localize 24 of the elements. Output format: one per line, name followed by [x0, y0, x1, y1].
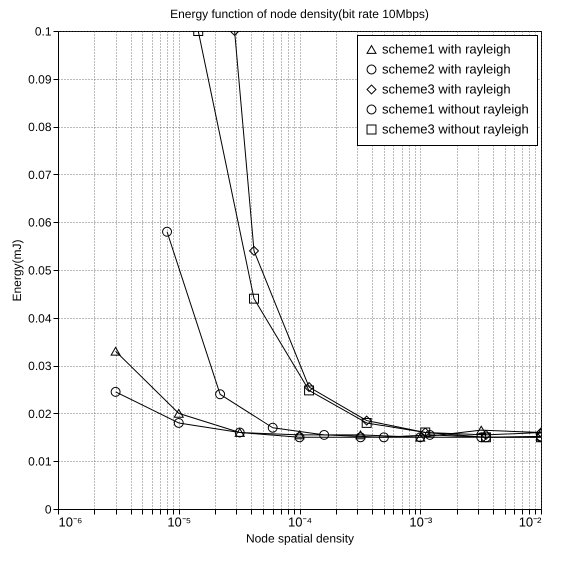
legend-label: scheme1 with rayleigh	[382, 42, 511, 56]
x-tick-label: 10⁻⁴	[288, 514, 312, 530]
y-tick-label: 0	[44, 502, 52, 516]
legend-label: scheme1 without rayleigh	[382, 102, 529, 116]
y-axis-title: Energy(mJ)	[10, 239, 24, 302]
y-tick-label: 0.01	[28, 454, 52, 469]
y-tick-label: 0.07	[28, 168, 52, 182]
x-tick-label: 10⁻⁶	[58, 514, 82, 530]
legend-label: scheme3 without rayleigh	[382, 122, 529, 136]
x-tick-label: 10⁻²	[518, 514, 542, 530]
x-axis-title: Node spatial density	[246, 532, 354, 546]
y-tick-label: 0.06	[28, 216, 52, 230]
y-tick-label: 0.04	[28, 311, 52, 326]
chart-title: Energy function of node density(bit rate 10Mbps)	[170, 7, 429, 21]
x-tick-label: 10⁻³	[409, 514, 433, 530]
x-tick-label: 10⁻⁵	[167, 514, 192, 530]
legend-label: scheme3 with rayleigh	[382, 82, 511, 96]
y-tick-label: 0.1	[34, 24, 52, 38]
y-tick-label: 0.09	[28, 72, 52, 86]
y-tick-label: 0.03	[28, 359, 52, 374]
y-tick-label: 0.02	[28, 406, 52, 421]
y-tick-label: 0.05	[28, 264, 52, 278]
y-tick-label: 0.08	[28, 120, 52, 134]
legend-label: scheme2 with rayleigh	[382, 62, 511, 76]
